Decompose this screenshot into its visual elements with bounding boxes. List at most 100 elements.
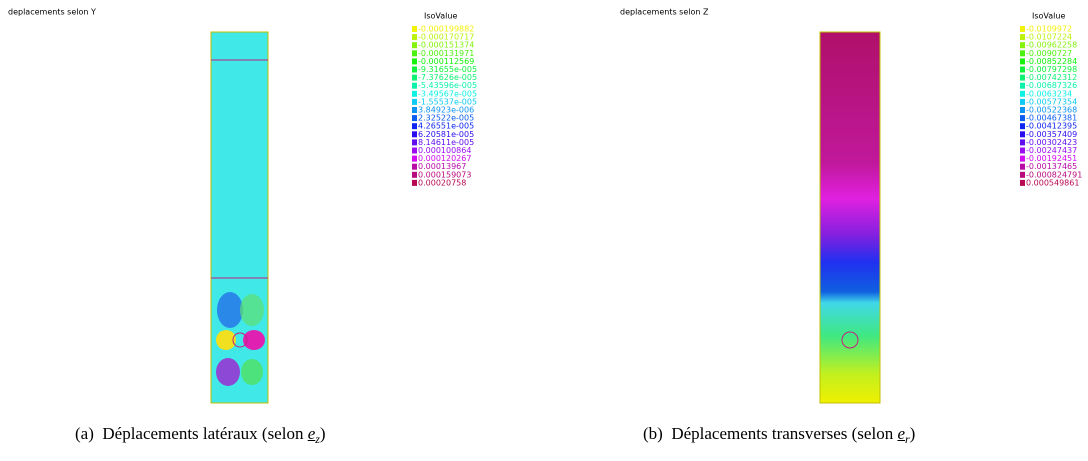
legend-label: -0.00137465	[1026, 162, 1077, 171]
panel-title: deplacements selon Z	[620, 8, 709, 17]
legend-label: -0.00412395	[1026, 122, 1077, 131]
caption-vector: e	[307, 424, 316, 443]
legend-label: 0.000120267	[418, 154, 471, 163]
legend-swatch	[1020, 131, 1025, 138]
legend-swatch	[1020, 50, 1025, 57]
legend-swatch	[412, 131, 417, 138]
figure: deplacements selon Y IsoValue -0.000199882…	[8, 8, 1082, 404]
legend-swatch	[1020, 123, 1025, 130]
legend-label: 6.20581e-005	[418, 130, 474, 139]
legend-swatch	[1020, 34, 1025, 41]
legend-swatch	[1020, 155, 1025, 162]
legend-label: -0.00742312	[1026, 73, 1077, 82]
legend-swatch	[412, 82, 417, 89]
caption-vector: e	[897, 424, 905, 443]
plot-y	[210, 31, 269, 404]
legend-label: 0.000549861	[1026, 178, 1079, 187]
legend-label: -0.000131971	[418, 49, 474, 58]
legend-label: 0.00020758	[418, 178, 466, 187]
caption: (a) Déplacements latéraux (selon ez)	[75, 424, 326, 447]
legend-swatch	[1020, 107, 1025, 113]
plot-z	[819, 31, 881, 404]
legend-label: -0.00357409	[1026, 130, 1077, 139]
legend-label: -1.55537e-005	[418, 97, 477, 106]
legend-label: 0.000100864	[418, 146, 471, 155]
legend-swatch	[1020, 66, 1025, 73]
legend-title: IsoValue	[1032, 12, 1065, 21]
legend-label: -0.000151374	[418, 41, 474, 50]
legend-swatch	[412, 34, 417, 41]
legend-label: -0.000824791	[1026, 170, 1082, 179]
legend-swatch	[412, 74, 417, 81]
legend-swatch	[412, 58, 417, 65]
legend-title: IsoValue	[424, 12, 457, 21]
legend-label: -0.000199882	[418, 25, 474, 34]
caption-label: (b)	[643, 424, 663, 443]
legend-label: -5.43596e-005	[418, 81, 477, 90]
legend-swatch	[412, 163, 417, 170]
legend-label: -7.37626e-005	[418, 73, 477, 82]
legend-swatch	[412, 26, 417, 32]
legend-label: -0.00247437	[1026, 146, 1077, 155]
legend-swatch	[412, 90, 417, 97]
legend-swatch	[412, 50, 417, 57]
legend-label: 8.14611e-005	[418, 138, 474, 147]
legend-swatch	[1020, 179, 1025, 186]
legend-swatch	[412, 179, 417, 186]
legend-swatch	[1020, 26, 1025, 32]
legend-swatch	[412, 147, 417, 154]
legend-label: -0.00852284	[1026, 57, 1077, 66]
legend-label: -0.0109972	[1026, 25, 1072, 34]
legend-label: -0.0090727	[1026, 49, 1072, 58]
legend-label: -0.00302423	[1026, 138, 1077, 147]
legend-label: -0.00797298	[1026, 65, 1077, 74]
caption: (b) Déplacements transverses (selon er)	[643, 424, 915, 447]
legend-swatch	[412, 42, 417, 49]
legend-label: 0.000159073	[418, 170, 471, 179]
legend-label: -3.49567e-005	[418, 89, 477, 98]
legend-swatch	[1020, 171, 1025, 178]
legend-swatch	[412, 139, 417, 146]
legend-swatch	[412, 66, 417, 73]
legend-label: -0.0107224	[1026, 33, 1072, 42]
legend-swatch	[412, 107, 417, 113]
legend-label: 3.84923e-006	[418, 106, 474, 115]
legend-swatch	[1020, 90, 1025, 97]
caption-subscript: r	[905, 432, 910, 446]
legend-swatch	[412, 115, 417, 122]
caption-label: (a)	[75, 424, 94, 443]
panel-title: deplacements selon Y	[8, 8, 96, 17]
legend-swatch	[1020, 82, 1025, 89]
caption-text: Déplacements latéraux (selon	[102, 424, 304, 443]
legend-label: 2.32522e-005	[418, 114, 474, 123]
legend-label: 4.26551e-005	[418, 122, 474, 131]
legend-label: -0.0063234	[1026, 89, 1072, 98]
legend-swatch	[412, 123, 417, 130]
legend-label: -9.31655e-005	[418, 65, 477, 74]
legend-swatch	[1020, 58, 1025, 65]
legend-label: -0.000112569	[418, 57, 474, 66]
legend-label: 0.00013967	[418, 162, 466, 171]
legend-label: -0.00962258	[1026, 41, 1077, 50]
caption-close: )	[909, 424, 916, 443]
caption-subscript: z	[315, 432, 320, 446]
legend-swatch	[412, 98, 417, 105]
legend-label: -0.00687326	[1026, 81, 1077, 90]
legend-swatch	[1020, 139, 1025, 146]
legend-label: -0.00522368	[1026, 106, 1077, 115]
legend-swatch	[412, 171, 417, 178]
caption-close: )	[319, 424, 326, 443]
legend-swatch	[1020, 163, 1025, 170]
legend-label: -0.00577354	[1026, 97, 1077, 106]
caption-text: Déplacements transverses (selon	[671, 424, 894, 443]
legend-swatch	[1020, 98, 1025, 105]
legend-label: -0.000170717	[418, 33, 474, 42]
legend-label: -0.00467381	[1026, 114, 1077, 123]
legend-swatch	[412, 155, 417, 162]
legend-swatch	[1020, 147, 1025, 154]
legend-label: -0.00192451	[1026, 154, 1077, 163]
legend-swatch	[1020, 115, 1025, 122]
legend-swatch	[1020, 42, 1025, 49]
legend-swatch	[1020, 74, 1025, 81]
